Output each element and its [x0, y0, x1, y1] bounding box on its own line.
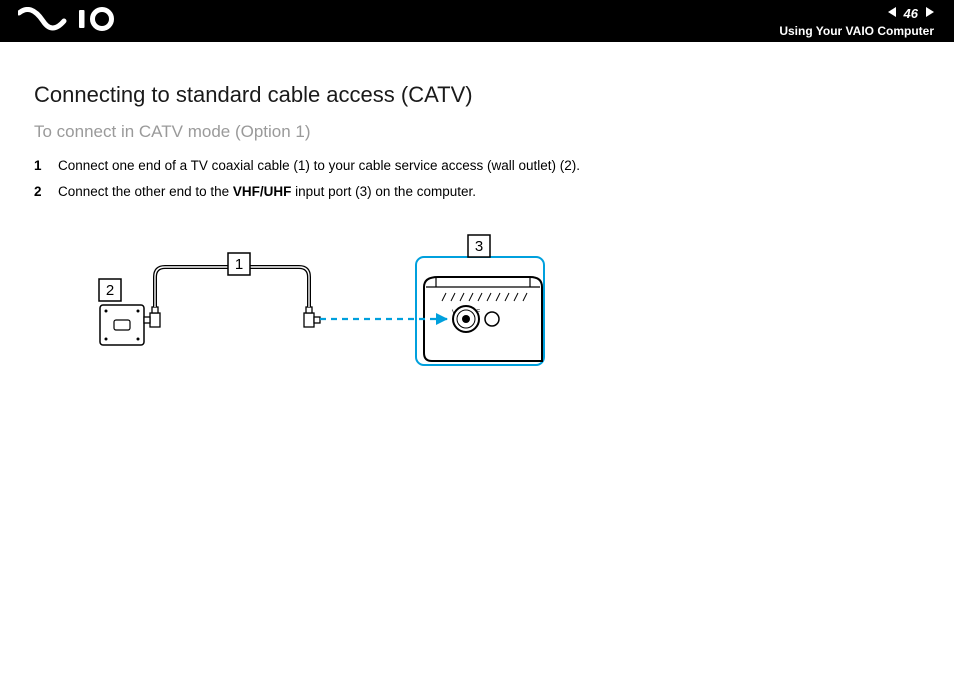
- vaio-logo: [18, 7, 122, 36]
- svg-text:1: 1: [235, 256, 243, 273]
- step-text-pre: Connect the other end to the: [58, 184, 233, 199]
- svg-text:3: 3: [475, 238, 483, 255]
- page-number: 46: [904, 6, 918, 21]
- page-subtitle: To connect in CATV mode (Option 1): [34, 122, 920, 142]
- step-text-bold: VHF/UHF: [233, 184, 292, 199]
- header-right: 46 Using Your VAIO Computer: [779, 4, 934, 38]
- connection-diagram: VHF/UHF123: [68, 223, 920, 388]
- step-number: 2: [34, 182, 44, 202]
- step-text-post: input port (3) on the computer.: [291, 184, 476, 199]
- svg-text:2: 2: [106, 282, 114, 299]
- page-title: Connecting to standard cable access (CAT…: [34, 82, 920, 108]
- section-name: Using Your VAIO Computer: [779, 24, 934, 38]
- header-bar: 46 Using Your VAIO Computer: [0, 0, 954, 42]
- prev-page-arrow-icon[interactable]: [888, 4, 898, 22]
- step-text: Connect the other end to the VHF/UHF inp…: [58, 182, 476, 202]
- step-text: Connect one end of a TV coaxial cable (1…: [58, 156, 580, 176]
- next-page-arrow-icon[interactable]: [924, 4, 934, 22]
- step-row: 2 Connect the other end to the VHF/UHF i…: [34, 182, 920, 202]
- page-content: Connecting to standard cable access (CAT…: [0, 42, 954, 388]
- page-nav: 46: [888, 4, 934, 22]
- step-row: 1 Connect one end of a TV coaxial cable …: [34, 156, 920, 176]
- step-number: 1: [34, 156, 44, 176]
